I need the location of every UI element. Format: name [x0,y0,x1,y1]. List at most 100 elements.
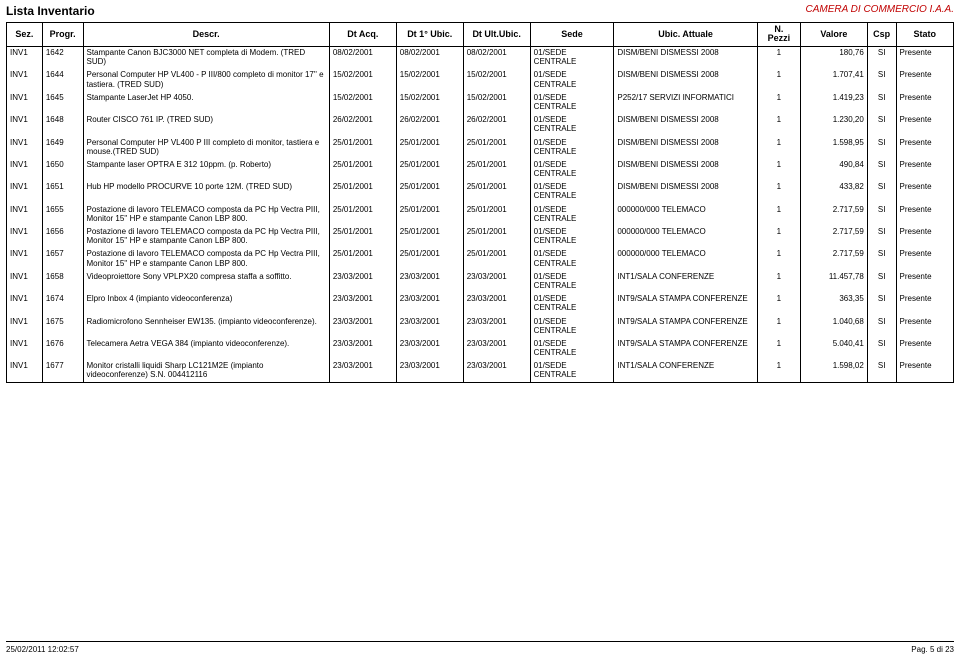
cell-valore: 2.717,59 [800,203,867,225]
cell-valore: 1.707,41 [800,68,867,90]
col-descr: Descr. [83,23,329,47]
cell-valore: 1.598,02 [800,359,867,382]
cell-valore: 180,76 [800,46,867,68]
cell-dtacq: 23/03/2001 [329,270,396,292]
cell-ubic: P252/17 SERVIZI INFORMATICI [614,91,757,113]
cell-stato: Presente [896,180,953,202]
cell-dtult: 15/02/2001 [463,91,530,113]
cell-dt1: 23/03/2001 [396,270,463,292]
col-dtult: Dt Ult.Ubic. [463,23,530,47]
table-row: INV11658Videoproiettore Sony VPLPX20 com… [7,270,954,292]
cell-valore: 1.230,20 [800,113,867,135]
cell-progr: 1656 [42,225,83,247]
cell-ubic: 000000/000 TELEMACO [614,225,757,247]
cell-dtacq: 25/01/2001 [329,247,396,269]
page-title: Lista Inventario [6,4,95,18]
cell-sez: INV1 [7,180,43,202]
cell-npezzi: 1 [757,158,800,180]
cell-npezzi: 1 [757,315,800,337]
footer-divider [6,641,954,642]
cell-csp: SI [867,113,896,135]
cell-csp: SI [867,315,896,337]
cell-stato: Presente [896,91,953,113]
col-ubic: Ubic. Attuale [614,23,757,47]
cell-sez: INV1 [7,270,43,292]
cell-dt1: 23/03/2001 [396,315,463,337]
table-row: INV11677Monitor cristalli liquidi Sharp … [7,359,954,382]
cell-dt1: 15/02/2001 [396,68,463,90]
cell-stato: Presente [896,203,953,225]
table-row: INV11676Telecamera Aetra VEGA 384 (impia… [7,337,954,359]
cell-dtacq: 23/03/2001 [329,337,396,359]
cell-progr: 1649 [42,136,83,158]
cell-sez: INV1 [7,292,43,314]
col-valore: Valore [800,23,867,47]
table-row: INV11650Stampante laser OPTRA E 312 10pp… [7,158,954,180]
cell-sede: 01/SEDE CENTRALE [530,91,614,113]
col-npezzi: N. Pezzi [757,23,800,47]
col-sez: Sez. [7,23,43,47]
cell-progr: 1650 [42,158,83,180]
cell-stato: Presente [896,337,953,359]
cell-dt1: 25/01/2001 [396,158,463,180]
inventory-table: INV11642Stampante Canon BJC3000 NET comp… [6,46,954,383]
cell-csp: SI [867,337,896,359]
cell-ubic: DISM/BENI DISMESSI 2008 [614,180,757,202]
cell-sede: 01/SEDE CENTRALE [530,337,614,359]
cell-sez: INV1 [7,113,43,135]
cell-npezzi: 1 [757,337,800,359]
table-row: INV11642Stampante Canon BJC3000 NET comp… [7,46,954,68]
cell-valore: 1.040,68 [800,315,867,337]
cell-dtult: 25/01/2001 [463,247,530,269]
cell-sede: 01/SEDE CENTRALE [530,158,614,180]
cell-csp: SI [867,292,896,314]
cell-ubic: INT1/SALA CONFERENZE [614,270,757,292]
cell-ubic: DISM/BENI DISMESSI 2008 [614,113,757,135]
cell-valore: 11.457,78 [800,270,867,292]
cell-progr: 1658 [42,270,83,292]
cell-npezzi: 1 [757,247,800,269]
cell-sede: 01/SEDE CENTRALE [530,180,614,202]
cell-sez: INV1 [7,68,43,90]
cell-descr: Router CISCO 761 IP. (TRED SUD) [83,113,329,135]
cell-dt1: 25/01/2001 [396,136,463,158]
cell-progr: 1651 [42,180,83,202]
cell-descr: Personal Computer HP VL400 - P III/800 c… [83,68,329,90]
cell-progr: 1675 [42,315,83,337]
cell-sez: INV1 [7,136,43,158]
cell-descr: Monitor cristalli liquidi Sharp LC121M2E… [83,359,329,382]
cell-dtacq: 15/02/2001 [329,91,396,113]
cell-descr: Stampante LaserJet HP 4050. [83,91,329,113]
cell-dtult: 23/03/2001 [463,315,530,337]
cell-stato: Presente [896,46,953,68]
cell-dtult: 25/01/2001 [463,225,530,247]
cell-dtacq: 25/01/2001 [329,225,396,247]
cell-valore: 1.598,95 [800,136,867,158]
cell-dtacq: 25/01/2001 [329,180,396,202]
cell-dt1: 08/02/2001 [396,46,463,68]
cell-dtacq: 23/03/2001 [329,359,396,382]
cell-csp: SI [867,46,896,68]
col-stato: Stato [896,23,953,47]
cell-csp: SI [867,270,896,292]
cell-dtult: 25/01/2001 [463,158,530,180]
cell-progr: 1655 [42,203,83,225]
cell-dt1: 25/01/2001 [396,203,463,225]
cell-sez: INV1 [7,359,43,382]
cell-csp: SI [867,136,896,158]
cell-dtult: 25/01/2001 [463,180,530,202]
cell-progr: 1676 [42,337,83,359]
cell-sez: INV1 [7,225,43,247]
cell-progr: 1674 [42,292,83,314]
cell-dt1: 25/01/2001 [396,225,463,247]
cell-dt1: 23/03/2001 [396,359,463,382]
cell-descr: Videoproiettore Sony VPLPX20 compresa st… [83,270,329,292]
cell-dtacq: 23/03/2001 [329,315,396,337]
cell-stato: Presente [896,113,953,135]
cell-dtult: 15/02/2001 [463,68,530,90]
cell-sez: INV1 [7,315,43,337]
cell-sede: 01/SEDE CENTRALE [530,113,614,135]
cell-valore: 2.717,59 [800,225,867,247]
cell-stato: Presente [896,225,953,247]
cell-dt1: 25/01/2001 [396,247,463,269]
